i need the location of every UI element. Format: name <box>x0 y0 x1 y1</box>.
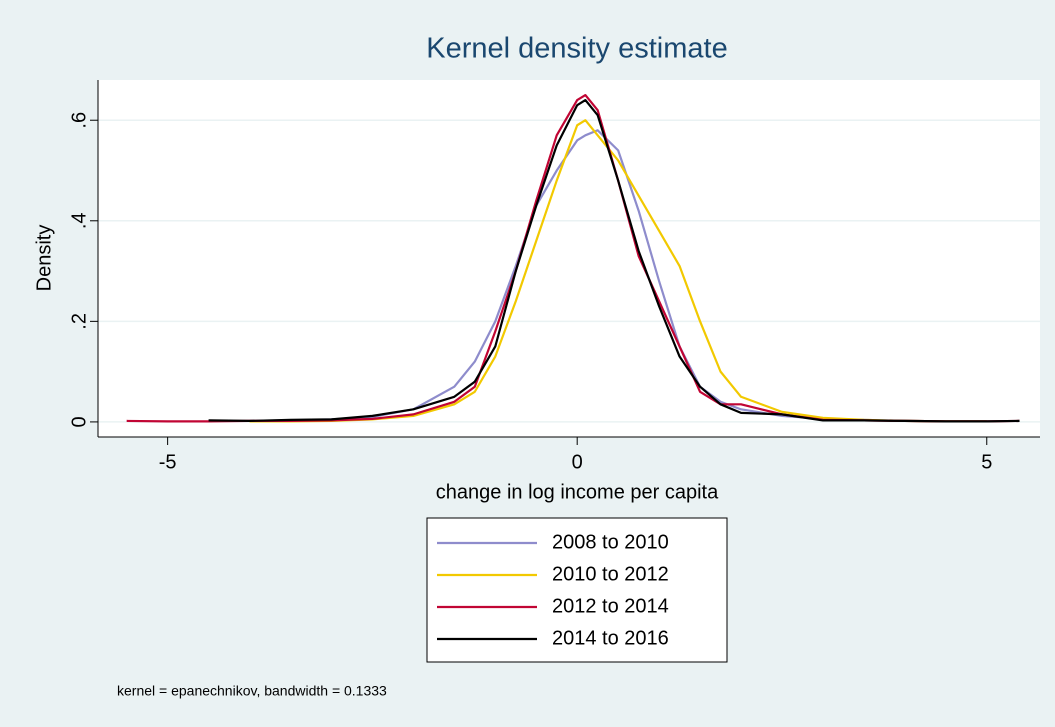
y-tick-label: .2 <box>68 313 90 330</box>
series-line <box>249 119 987 423</box>
chart-title: Kernel density estimate <box>426 33 727 65</box>
plot-area <box>98 80 1040 437</box>
y-tick-label: 0 <box>68 416 90 427</box>
y-axis-label: Density <box>33 225 55 292</box>
note: kernel = epanechnikov, bandwidth = 0.133… <box>117 683 387 699</box>
x-tick-label: 5 <box>981 451 992 473</box>
y-tick-label: .6 <box>68 112 90 129</box>
x-tick-label: -5 <box>159 451 177 473</box>
series-line <box>208 99 1020 423</box>
legend-label: 2010 to 2012 <box>552 563 669 585</box>
legend-label: 2014 to 2016 <box>552 627 669 649</box>
y-tick-label: .4 <box>68 212 90 229</box>
x-axis-label: change in log income per capita <box>436 481 719 503</box>
legend-label: 2008 to 2010 <box>552 531 669 553</box>
x-tick-label: 0 <box>572 451 583 473</box>
legend-label: 2012 to 2014 <box>552 595 669 617</box>
